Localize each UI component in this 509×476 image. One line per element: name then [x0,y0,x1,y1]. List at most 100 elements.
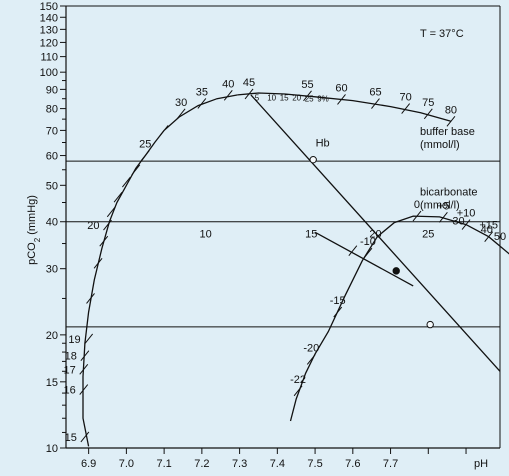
curve-tick [439,211,448,223]
y-tick-label: 100 [40,67,58,79]
open-marker [309,155,317,164]
buffer-scale-label: 10 [267,94,276,103]
curve-tick [306,354,316,365]
filled-marker [392,267,400,275]
curve-tick [461,219,471,230]
curve-tick [93,258,103,269]
curve-tick [401,103,411,114]
curve-tick-label: -15 [330,295,346,307]
buffer-scale-label: 9% [317,95,329,104]
y-tick-label: 140 [40,12,58,24]
y-tick-label: 20 [46,330,58,342]
inline-label: 50 [494,231,506,243]
y-tick-label: 15 [46,377,58,389]
inline-label: 25 [422,229,434,241]
reference-line-label: (mmol/l) [420,200,460,212]
y-tick-label: 60 [46,151,58,163]
x-tick-label: 6.9 [81,458,96,470]
curve-tick [80,431,90,443]
inline-label: Hb [316,137,330,149]
x-axis-title: pH [474,458,488,470]
curve-tick-label: 70 [400,92,412,104]
inline-label: 30 [452,215,464,227]
curve-tick [293,385,303,397]
curve-tick-label: 16 [63,385,75,397]
y-tick-label: 120 [40,37,58,49]
y-tick-label: 50 [46,180,58,192]
open-marker [426,320,434,329]
series-curve [82,94,238,447]
series-curve [237,92,452,122]
curve-tick-label: 60 [335,82,347,94]
curve-tick-label: +5 [437,200,450,212]
x-tick-label: 7.5 [307,458,322,470]
plot-frame [65,5,501,449]
y-tick-label: 150 [40,1,58,13]
y-tick-label: 110 [40,52,58,64]
x-tick-label: 7.1 [156,458,171,470]
curve-tick [121,176,131,188]
y-tick-label: 30 [46,264,58,276]
x-tick-label: 7.7 [383,458,398,470]
curve-tick-label: 25 [139,139,151,151]
curve-tick-label: 65 [369,87,381,99]
curve-tick [80,350,90,362]
x-tick-label: 7.4 [270,458,285,470]
y-tick-label: 90 [46,84,58,96]
y-axis-title-rest: (mmHg) [26,195,38,238]
y-tick-label: 130 [40,24,58,36]
y-axis-title-main: pCO [26,242,38,265]
curve-tick [79,384,89,395]
curve-tick [176,108,186,120]
y-tick-label: 10 [46,443,58,455]
x-axis: 6.9 7.0 7.1 7.2 7.3 7.4 7.5 7.6 7.7 [81,448,467,470]
reference-line-label: (mmol/l) [420,139,460,151]
series-curve [289,215,509,422]
inline-label: 10 [200,229,212,241]
curve-tick [159,125,169,136]
curve-tick-label: 45 [243,77,255,89]
curve-tick [412,210,422,222]
inline-label: 20 [369,229,381,241]
curve-tick [363,247,373,259]
curve-tick [131,164,141,176]
x-tick-label: 7.0 [119,458,134,470]
curve-tick-label: -10 [360,236,376,248]
curve-tick [103,219,112,231]
curve-tick [484,231,494,242]
curve-tick [86,293,95,304]
curve-tick [333,306,343,318]
temperature-annotation: T = 37°C [420,28,464,40]
curve-tick-label: -22 [290,374,306,386]
curve-tick-label: -20 [303,342,319,354]
series-hb [250,94,501,372]
curve-tick [337,94,346,105]
curve-tick [244,88,254,100]
buffer-scale-label: 5 [255,94,260,103]
curve-tick-label: 19 [68,334,80,346]
curve-tick-label: 0 [414,199,420,211]
inline-label: 15 [305,229,317,241]
curve-tick [79,363,89,375]
curve-tick-label: +10 [457,208,476,220]
curve-tick-label: 20 [87,220,99,232]
curve-tick-label: 40 [222,78,234,90]
curve-tick-label: 17 [63,364,75,376]
buffer-scale-label: 25 [305,95,314,104]
buffer-scale-label: 15 [280,94,289,103]
y-tick-label: 70 [46,125,58,137]
reference-lines: buffer base(mmol/l)bicarbonate(mmol/l) [66,126,500,328]
x-tick-label: 7.6 [345,458,360,470]
curve-tick [303,90,312,102]
reference-line-label: buffer base [420,126,475,138]
curve-tick [113,191,123,203]
curve-tick [223,89,233,101]
curve-tick-label: 80 [445,104,457,116]
curve-tick [197,98,207,109]
curve-tick [371,98,380,109]
curve-tick-label: +15 [479,220,498,232]
curve-tick [106,206,116,218]
